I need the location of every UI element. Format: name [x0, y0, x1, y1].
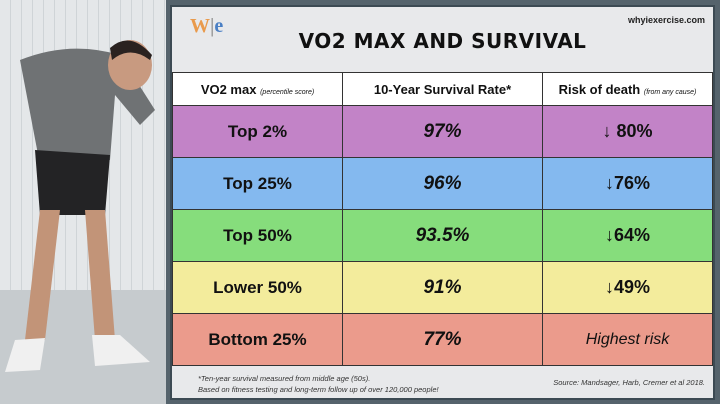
- survival-cell: 91%: [342, 261, 543, 314]
- group-cell: Top 25%: [172, 157, 343, 210]
- table-header-row: VO2 max (percentile score) 10-Year Survi…: [172, 72, 713, 106]
- footnote-2: Based on fitness testing and long-term f…: [198, 385, 439, 394]
- table-row: Bottom 25% 77% Highest risk: [172, 313, 713, 366]
- column-header-vo2: VO2 max (percentile score): [172, 72, 343, 106]
- survival-cell: 96%: [342, 157, 543, 210]
- source-citation: Source: Mandsager, Harb, Cremer et al 20…: [553, 378, 705, 387]
- man-figure: [5, 40, 155, 372]
- page-title: VO2 MAX AND SURVIVAL: [298, 29, 587, 53]
- logo: W|e: [190, 15, 224, 37]
- footer: *Ten-year survival measured from middle …: [172, 367, 713, 400]
- column-header-risk: Risk of death (from any cause): [542, 72, 713, 106]
- group-cell: Top 50%: [172, 209, 343, 262]
- website-label: whyiexercise.com: [627, 15, 705, 25]
- table-row: Top 50% 93.5% ↓64%: [172, 209, 713, 262]
- table-row: Lower 50% 91% ↓49%: [172, 261, 713, 314]
- table-row: Top 25% 96% ↓76%: [172, 157, 713, 210]
- group-cell: Lower 50%: [172, 261, 343, 314]
- risk-cell: Highest risk: [542, 313, 713, 366]
- survival-cell: 93.5%: [342, 209, 543, 262]
- group-cell: Bottom 25%: [172, 313, 343, 366]
- risk-cell: ↓49%: [542, 261, 713, 314]
- man-resting-photo: [0, 0, 166, 404]
- survival-table: VO2 max (percentile score) 10-Year Survi…: [172, 72, 713, 366]
- table-row: Top 2% 97% ↓ 80%: [172, 105, 713, 158]
- survival-cell: 97%: [342, 105, 543, 158]
- footnote-1: *Ten-year survival measured from middle …: [198, 374, 371, 383]
- survival-cell: 77%: [342, 313, 543, 366]
- group-cell: Top 2%: [172, 105, 343, 158]
- risk-cell: ↓76%: [542, 157, 713, 210]
- infographic-panel: W|e whyiexercise.com VO2 MAX AND SURVIVA…: [170, 5, 715, 400]
- column-header-survival: 10-Year Survival Rate*: [342, 72, 543, 106]
- risk-cell: ↓ 80%: [542, 105, 713, 158]
- risk-cell: ↓64%: [542, 209, 713, 262]
